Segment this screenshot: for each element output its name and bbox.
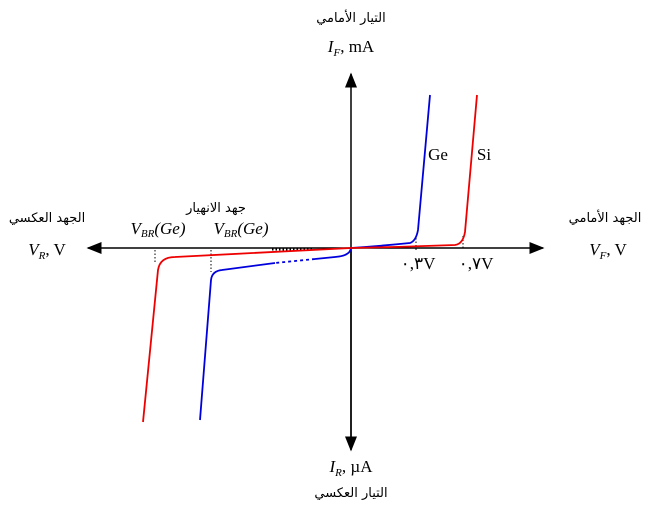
breakdown-label: VBR(Ge)	[131, 219, 186, 240]
forward-voltage: VF, V	[589, 240, 627, 262]
forward-current: IF, mA	[327, 37, 375, 59]
forward-voltage-ar: الجهد الأمامي	[569, 209, 642, 226]
knee-ge: ٠,٣V	[401, 254, 437, 273]
ge-reverse	[314, 247, 352, 260]
ge-reverse-dash	[274, 258, 316, 264]
ge-label: Ge	[428, 145, 448, 164]
reverse-voltage-ar: الجهد العكسي	[9, 211, 85, 226]
ge-breakdown	[199, 262, 276, 421]
guides	[154, 236, 464, 272]
breakdown-label: VBR(Ge)	[214, 219, 269, 240]
ge-forward	[350, 94, 431, 249]
si-forward	[350, 94, 478, 249]
reverse-current-ar: التيار العكسي	[314, 486, 387, 501]
reverse-current: IR, µA	[329, 457, 374, 479]
knee-si: ٠,٧V	[459, 254, 495, 273]
si-reverse	[142, 247, 352, 423]
reverse-voltage: VR, V	[28, 240, 66, 262]
forward-current-ar: التيار الأمامي	[316, 9, 386, 26]
si-label: Si	[477, 145, 491, 164]
breakdown-ar: جهد الانهيار	[185, 201, 246, 216]
